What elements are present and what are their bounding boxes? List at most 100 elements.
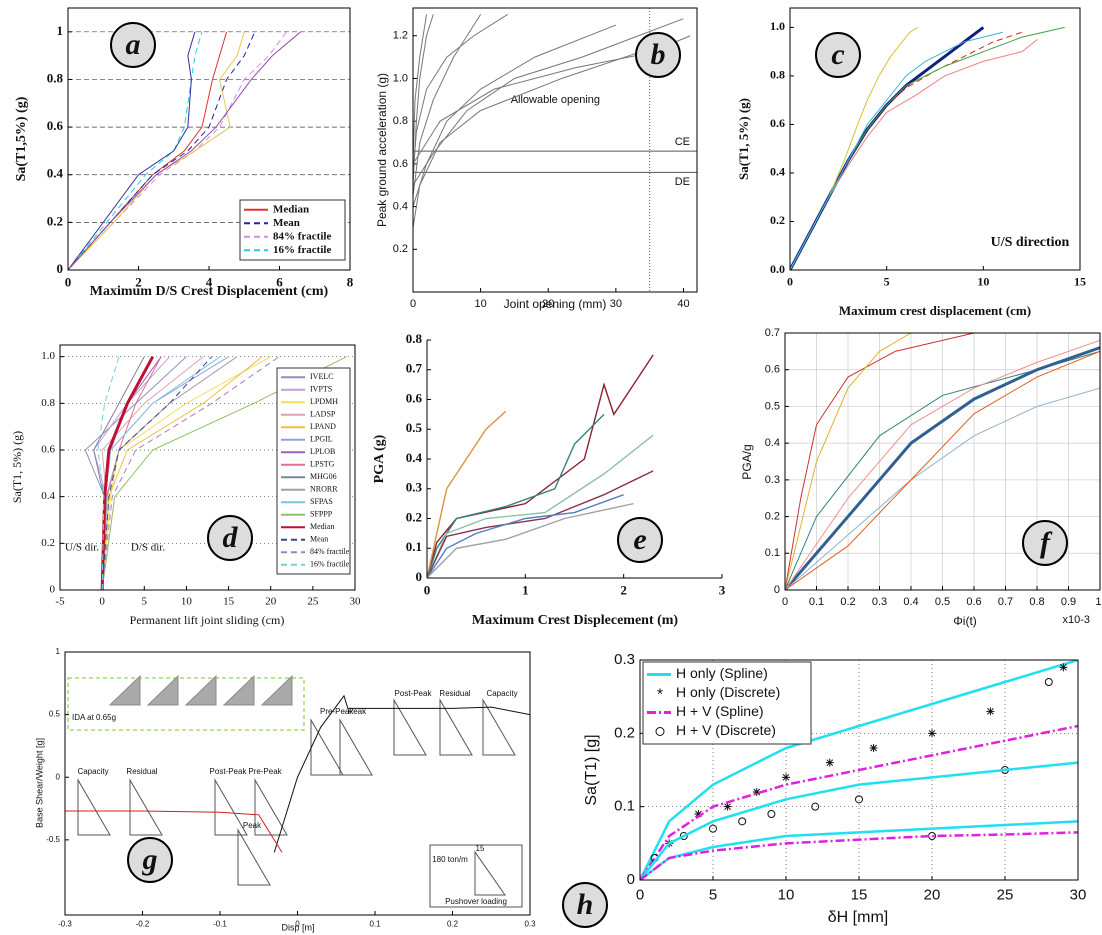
legend-label: SFPPP [310,510,333,519]
y-tick-label: 0.5 [49,710,61,719]
legend-label: H only (Spline) [676,665,768,681]
y-tick-label: 1 [56,647,61,656]
y-tick-label: 0.2 [770,213,785,227]
x-tick-label: 0.2 [447,919,459,928]
x-tick-label: 5 [709,886,717,903]
snapshot [148,676,178,705]
y-tick-label: 0.3 [614,651,635,668]
legend-label: Median [310,522,334,531]
annotation: 180 ton/m [432,855,468,864]
y-tick-label: 0.8 [47,70,64,85]
annotation: U/S dir. [65,542,99,554]
reference-label: CE [675,136,690,148]
x-tick-label: 5 [884,275,890,289]
y-tick-label: 0.4 [393,200,408,212]
series-line [68,32,255,270]
x-tick-label: 1 [522,583,529,598]
y-tick-label: 0.8 [770,68,785,82]
series-line [94,357,145,590]
series-line [427,495,624,578]
y-tick-label: 0.6 [406,390,423,405]
annotation: Post-Peak [210,767,248,776]
y-tick-label: 0.3 [406,480,423,495]
y-axis-label: PGA (g) [372,434,387,483]
annotation: 15 [476,844,485,853]
point [986,707,994,715]
x-tick-label: 15 [851,886,868,903]
y-tick-label: 0.3 [765,474,780,486]
x-tick-label: 10 [778,886,795,903]
dam-sketch [238,830,270,885]
legend-label: LPLOB [310,447,335,456]
annotation: Capacity [486,689,517,698]
dam-sketch [130,780,162,835]
x-tick-label: 0.3 [872,596,887,608]
y-tick-label: 0.1 [765,547,780,559]
x-axis-label: Joint opening (mm) [504,297,607,311]
y-tick-label: 0.2 [614,724,635,741]
legend-label: 84% fractile [273,230,331,242]
y-tick-label: 0.0 [770,262,785,276]
point [826,759,834,767]
x-axis-label: Maximum crest displacement (cm) [839,303,1031,318]
y-tick-label: 0.4 [770,165,785,179]
panel: 00.10.20.30.40.50.60.700.10.20.30.40.50.… [740,327,1102,628]
series-line [102,357,153,590]
series-line [68,32,227,270]
x-tick-label: 0.1 [809,596,824,608]
x-tick-label: 20 [924,886,941,903]
series-line [102,357,228,590]
series-line [413,46,656,228]
legend-label: LPDMH [310,397,338,406]
y-tick-label: 0.5 [765,400,780,412]
point [724,803,732,811]
y-tick-label: 0.2 [47,213,63,228]
x-tick-label: 0 [99,595,105,607]
x-tick-label: 10 [977,275,989,289]
y-tick-label: 1.0 [393,72,408,84]
snapshot [262,676,292,705]
y-tick-label: 0.8 [406,331,423,346]
y-axis-label: Peak ground acceleration (g) [375,73,389,227]
x-tick-label: 15 [223,595,235,607]
panel: 00.10.20.3051015202530δH [mm]Sa(T1) [g]H… [563,651,1086,927]
annotation: Capacity [77,767,108,776]
legend-label: H + V (Spline) [676,703,764,719]
y-tick-label: 1.0 [41,350,55,362]
series-line [427,471,653,578]
series-line [102,357,220,590]
panel-label: c [831,38,844,71]
y-tick-label: 0 [416,569,423,584]
y-tick-label: 0.5 [406,420,423,435]
point [768,811,775,818]
point [870,744,878,752]
annotation: Residual [126,767,157,776]
series-line [102,357,161,590]
y-tick-label: 0.6 [47,118,64,133]
x-tick-label: -5 [55,595,65,607]
y-tick-label: 0.7 [406,361,423,376]
series-line [102,357,279,590]
point [739,818,746,825]
y-tick-label: 0.2 [41,537,55,549]
series-line [427,414,604,578]
y-tick-label: 0.2 [765,510,780,522]
x-tick-label: 0.1 [369,919,381,928]
y-axis-label: Sa(T1, 5%) (g) [10,431,24,503]
x-tick-label: 0.8 [1029,596,1044,608]
panel-label: b [651,38,666,71]
x-tick-label: 30 [350,595,362,607]
legend-label: LADSP [310,410,336,419]
x-tick-label: 0.2 [840,596,855,608]
y-axis-label: Base Shear/Weight [g] [34,738,44,828]
annotation: Post-Peak [395,689,433,698]
legend-label: LPGIL [310,435,333,444]
y-tick-label: 0.4 [41,490,55,502]
y-tick-label: 0.1 [406,539,422,554]
legend-label: IVELC [310,372,334,381]
x-tick-label: 8 [347,275,354,290]
x-tick-label: 0 [65,275,72,290]
legend-label: 16% fractile [310,560,350,569]
y-tick-label: 0.4 [406,450,423,465]
